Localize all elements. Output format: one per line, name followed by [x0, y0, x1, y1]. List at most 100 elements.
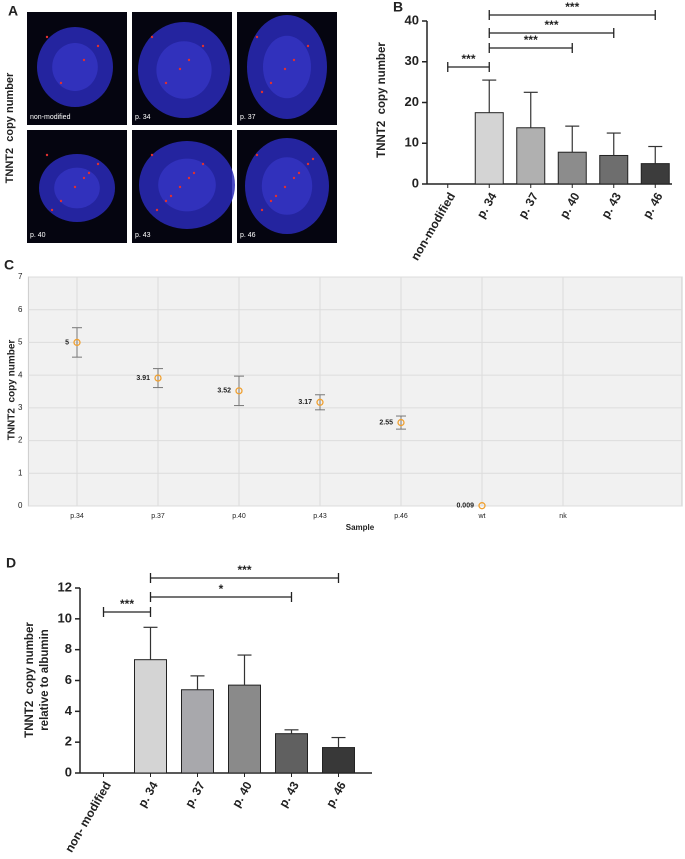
signal-dot	[150, 153, 154, 157]
signal-dot	[187, 58, 191, 62]
bar	[181, 689, 214, 774]
x-tick-label: p.43	[313, 513, 327, 520]
y-tick-label: 20	[405, 94, 419, 109]
image-label: non-modified	[30, 114, 71, 121]
significance-label: ***	[565, 0, 579, 14]
signal-dot	[59, 199, 63, 203]
signal-dot	[178, 67, 182, 71]
signal-dot	[155, 208, 159, 212]
panel-letter: A	[8, 3, 18, 19]
signal-dot	[292, 176, 296, 180]
y-tick-label: 0	[65, 764, 72, 779]
nucleus-core	[54, 167, 100, 209]
y-axis-title: TNNT2 copy number	[376, 42, 388, 158]
bar	[134, 659, 167, 774]
signal-dot	[178, 185, 182, 189]
y-tick-label: 7	[18, 272, 23, 281]
x-tick-label: p. 34	[474, 190, 500, 221]
y-tick-label: 0	[412, 175, 419, 190]
point	[154, 374, 162, 382]
y-tick-label: 2	[65, 734, 72, 749]
signal-dot	[283, 185, 287, 189]
signal-dot	[50, 208, 54, 212]
x-tick-label: p. 43	[598, 190, 624, 221]
point	[73, 338, 81, 347]
nucleus-core	[52, 43, 98, 91]
significance-label: ***	[524, 33, 538, 47]
panel-letter: D	[6, 555, 16, 571]
y-tick-label: 6	[65, 672, 72, 687]
image-label: p. 40	[30, 232, 46, 239]
signal-dot	[73, 185, 77, 189]
signal-dot	[187, 176, 191, 180]
bar	[557, 151, 587, 185]
bar	[516, 127, 546, 185]
signal-dot	[82, 176, 86, 180]
signal-dot	[87, 171, 91, 175]
bar	[640, 163, 670, 185]
image-label: p. 34	[135, 114, 151, 121]
image-label: p. 46	[240, 232, 256, 239]
x-tick-label: p. 43	[276, 779, 302, 810]
bar	[599, 154, 629, 185]
signal-dot	[274, 194, 278, 198]
x-tick-label: p. 37	[182, 779, 208, 810]
signal-dot	[169, 194, 173, 198]
y-tick-label: 30	[405, 53, 419, 68]
significance-label: *	[219, 582, 224, 596]
signal-dot	[150, 35, 154, 39]
nucleus-core	[261, 157, 313, 215]
y-tick-label: 2	[18, 436, 23, 445]
y-axis-title: TNNT2 copy number	[24, 622, 36, 738]
plot-background	[27, 276, 683, 507]
x-tick-label: p. 34	[135, 779, 161, 810]
signal-dot	[201, 44, 205, 48]
significance-label: ***	[120, 597, 134, 611]
value-label: 0.009	[456, 503, 474, 510]
bar	[228, 684, 261, 774]
x-tick-label: p. 37	[515, 190, 541, 221]
signal-dot	[283, 67, 287, 71]
value-label: 3.91	[136, 375, 150, 382]
y-tick-label: 10	[58, 610, 72, 625]
signal-dot	[269, 81, 273, 85]
bar	[322, 747, 355, 774]
x-tick-label: p. 46	[640, 190, 666, 221]
y-tick-label: 6	[18, 305, 23, 314]
x-tick-label: p. 40	[229, 779, 255, 810]
signal-dot	[82, 58, 86, 62]
value-label: 5	[65, 339, 69, 346]
value-label: 3.17	[298, 399, 312, 406]
signal-dot	[297, 171, 301, 175]
y-tick-label: 4	[18, 370, 23, 379]
point	[397, 418, 405, 427]
signal-dot	[260, 208, 264, 212]
x-tick-label: p.46	[394, 513, 408, 520]
panel-letter: B	[393, 0, 403, 15]
signal-dot	[45, 35, 49, 39]
point	[316, 398, 324, 406]
y-tick-label: 4	[65, 703, 73, 718]
point	[235, 387, 243, 395]
x-tick-label: p.37	[151, 513, 165, 520]
signal-dot	[306, 162, 310, 166]
x-tick-label: p. 40	[557, 190, 583, 221]
x-tick-label: wt	[478, 513, 486, 520]
x-tick-label: non-modified	[408, 190, 458, 263]
signal-dot	[201, 162, 205, 166]
nucleus-core	[156, 41, 212, 99]
signal-dot	[311, 157, 315, 161]
significance-label: ***	[461, 52, 475, 66]
y-axis-title: TNNT2 copy number	[7, 340, 18, 441]
y-tick-label: 0	[18, 501, 23, 510]
y-tick-label: 8	[65, 641, 72, 656]
nucleus-core	[263, 35, 311, 99]
x-tick-label: non- modified	[62, 779, 114, 855]
panel-letter: C	[4, 257, 14, 273]
signal-dot	[292, 58, 296, 62]
value-label: 2.55	[379, 419, 393, 426]
image-label: p. 43	[135, 232, 151, 239]
signal-dot	[255, 35, 259, 39]
x-tick-label: p.34	[70, 513, 84, 520]
